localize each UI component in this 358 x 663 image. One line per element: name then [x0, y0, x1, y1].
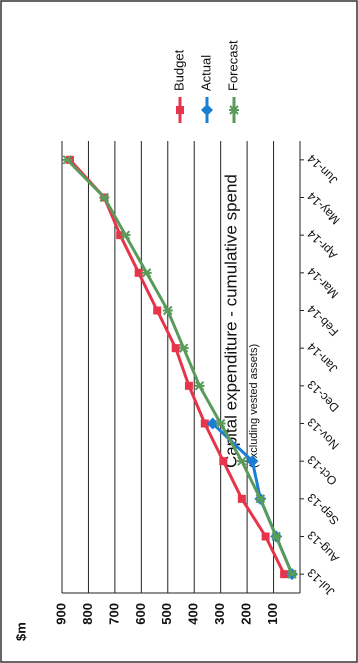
series-line — [66, 158, 294, 575]
y-tick-label: 900 — [53, 603, 68, 625]
legend-label: Actual — [198, 55, 213, 91]
marker — [246, 455, 259, 468]
chart-title: Capital expenditure - cumulative spend — [221, 174, 240, 468]
x-tick-label: Aug-13 — [304, 528, 341, 565]
x-tick-label: Mar-14 — [304, 264, 341, 301]
y-tick-label: 600 — [133, 603, 148, 625]
marker — [184, 381, 193, 390]
y-tick-label: 400 — [186, 603, 201, 625]
marker — [271, 531, 282, 542]
y-tick-label: 500 — [159, 603, 174, 625]
marker — [236, 456, 247, 466]
x-tick-label: Dec-13 — [304, 377, 341, 414]
y-tick-label: 700 — [106, 603, 121, 625]
marker — [206, 417, 219, 430]
rotated-chart: Capital expenditure - cumulative spend (… — [13, 40, 342, 641]
x-tick-label: Jun-14 — [304, 151, 340, 187]
y-axis-label: $m — [13, 622, 28, 641]
marker — [255, 494, 266, 504]
legend-label: Budget — [171, 49, 186, 91]
marker — [219, 457, 228, 466]
legend-marker — [201, 104, 213, 116]
x-tick-label: Sep-13 — [304, 490, 341, 527]
series-line — [68, 158, 286, 575]
marker — [178, 343, 189, 353]
marker — [141, 268, 152, 278]
x-tick-label: May-14 — [304, 189, 342, 227]
marker — [62, 155, 73, 165]
legend-marker — [176, 106, 184, 114]
marker — [99, 192, 110, 203]
marker — [287, 569, 298, 579]
y-tick-label: 300 — [212, 603, 227, 625]
y-tick-label: 100 — [265, 603, 280, 625]
x-tick-label: Jan-14 — [304, 340, 340, 376]
x-tick-label: Nov-13 — [304, 415, 341, 452]
legend-label: Forecast — [225, 40, 240, 91]
marker — [134, 268, 143, 277]
marker — [162, 305, 173, 316]
marker — [215, 418, 226, 429]
x-tick-label: Apr-14 — [304, 227, 340, 263]
marker — [153, 306, 162, 315]
chart-subtitle: (excluding vested assets) — [248, 344, 260, 468]
y-tick-label: 200 — [239, 603, 254, 625]
marker — [200, 419, 209, 428]
marker — [194, 381, 205, 391]
marker — [261, 532, 270, 541]
x-tick-label: Feb-14 — [304, 302, 341, 339]
x-tick-label: Jul-13 — [304, 566, 337, 599]
y-tick-label: 800 — [80, 603, 95, 625]
marker — [237, 494, 246, 503]
marker — [280, 570, 289, 579]
marker — [171, 344, 180, 353]
x-tick-label: Oct-13 — [304, 453, 340, 489]
legend-marker — [229, 105, 239, 115]
marker — [120, 230, 131, 240]
